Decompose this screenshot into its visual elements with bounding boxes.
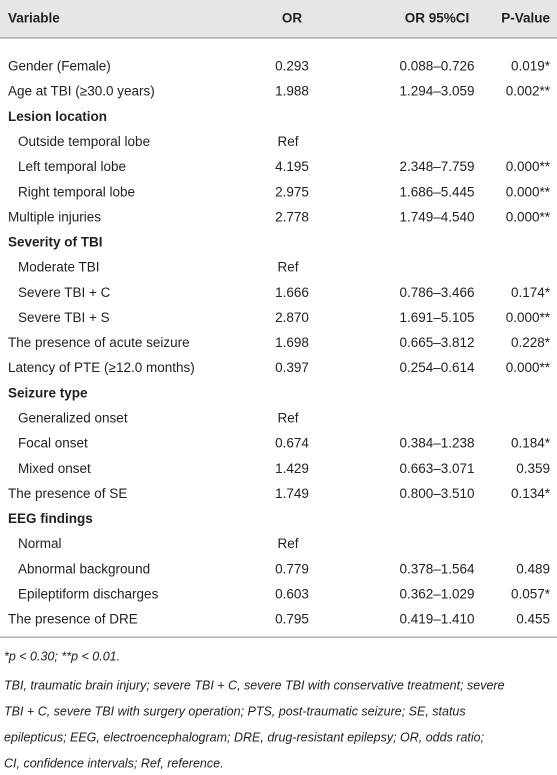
cell: 0.000**: [506, 360, 551, 375]
footnote: *p < 0.30; **p < 0.01.: [4, 649, 120, 663]
row-label: The presence of SE: [8, 486, 127, 501]
cell: 1.686–5.445: [399, 184, 474, 199]
cell: 1.666: [275, 285, 309, 300]
row-label: Age at TBI (≥30.0 years): [8, 84, 155, 99]
row-label: Abnormal background: [18, 561, 150, 576]
cell: 0.674: [275, 436, 309, 451]
cell: 0.293: [275, 59, 309, 74]
cell: 0.665–3.812: [399, 335, 474, 350]
column-header: OR 95%CI: [405, 11, 470, 26]
cell: 1.698: [275, 335, 309, 350]
cell: 1.294–3.059: [399, 84, 474, 99]
cell: 1.749: [275, 486, 309, 501]
cell: Ref: [277, 536, 298, 551]
cell: Ref: [277, 260, 298, 275]
row-label: Right temporal lobe: [18, 184, 135, 199]
column-header: OR: [282, 11, 303, 26]
cell: 1.988: [275, 84, 309, 99]
row-label: Latency of PTE (≥12.0 months): [8, 360, 195, 375]
cell: 0.359: [516, 461, 550, 476]
row-label: Mixed onset: [18, 461, 91, 476]
cell: 0.419–1.410: [399, 612, 474, 627]
cell: 2.975: [275, 184, 309, 199]
footnote: TBI, traumatic brain injury; severe TBI …: [4, 678, 505, 692]
cell: 0.795: [275, 612, 309, 627]
cell: 0.002**: [506, 84, 551, 99]
cell: 0.000**: [506, 184, 551, 199]
row-label: Focal onset: [18, 436, 88, 451]
cell: 0.779: [275, 561, 309, 576]
footnote: epilepticus; EEG, electroencephalogram; …: [4, 730, 485, 744]
row-label: Multiple injuries: [8, 209, 101, 224]
row-label: Severe TBI + C: [18, 285, 111, 300]
cell: 0.088–0.726: [399, 59, 474, 74]
column-header: Variable: [8, 11, 60, 26]
row-label: Epileptiform discharges: [18, 587, 159, 602]
row-label: EEG findings: [8, 511, 93, 526]
cell: 0.362–1.029: [399, 587, 474, 602]
row-label: Generalized onset: [18, 411, 128, 426]
row-label: Severe TBI + S: [18, 310, 110, 325]
cell: 0.019*: [511, 59, 551, 74]
cell: 0.134*: [511, 486, 551, 501]
cell: 2.870: [275, 310, 309, 325]
cell: 4.195: [275, 159, 309, 174]
cell: 0.455: [516, 612, 550, 627]
row-label: Normal: [18, 536, 62, 551]
cell: 1.749–4.540: [399, 209, 474, 224]
cell: 0.254–0.614: [399, 360, 475, 375]
header-background: [0, 0, 557, 38]
cell: 0.378–1.564: [399, 561, 475, 576]
cell: 0.800–3.510: [399, 486, 474, 501]
row-label: Moderate TBI: [18, 260, 100, 275]
cell: Ref: [277, 134, 298, 149]
column-header: P-Value: [501, 11, 550, 26]
cell: Ref: [277, 411, 298, 426]
cell: 0.000**: [506, 159, 551, 174]
cell: 0.663–3.071: [399, 461, 474, 476]
row-label: Outside temporal lobe: [18, 134, 150, 149]
cell: 2.348–7.759: [399, 159, 474, 174]
row-label: Left temporal lobe: [18, 159, 126, 174]
cell: 0.057*: [511, 587, 551, 602]
cell: 0.786–3.466: [399, 285, 474, 300]
footnote: CI, confidence intervals; Ref, reference…: [4, 756, 224, 770]
cell: 0.000**: [506, 310, 551, 325]
cell: 1.691–5.105: [399, 310, 474, 325]
cell: 0.228*: [511, 335, 551, 350]
cell: 0.384–1.238: [399, 436, 474, 451]
row-label: Severity of TBI: [8, 235, 103, 250]
cell: 0.184*: [511, 436, 551, 451]
row-label: Seizure type: [8, 385, 88, 400]
cell: 0.397: [275, 360, 309, 375]
cell: 1.429: [275, 461, 309, 476]
cell: 0.174*: [511, 285, 551, 300]
cell: 0.000**: [506, 209, 551, 224]
cell: 2.778: [275, 209, 309, 224]
cell: 0.603: [275, 587, 309, 602]
row-label: The presence of DRE: [8, 612, 138, 627]
footnote: TBI + C, severe TBI with surgery operati…: [4, 704, 466, 718]
row-label: The presence of acute seizure: [8, 335, 190, 350]
row-label: Lesion location: [8, 109, 107, 124]
cell: 0.489: [516, 561, 550, 576]
row-label: Gender (Female): [8, 59, 111, 74]
